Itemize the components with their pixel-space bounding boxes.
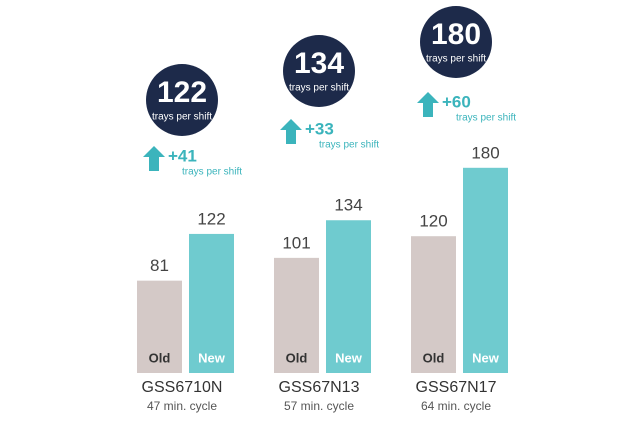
value-label: 101	[282, 233, 310, 252]
gain-unit: trays per shift	[456, 113, 516, 124]
badge-unit: trays per shift	[152, 112, 212, 123]
badge-unit: trays per shift	[426, 54, 486, 65]
category-subtitle: 64 min. cycle	[421, 399, 491, 413]
bar	[189, 233, 234, 373]
badge	[283, 35, 355, 107]
value-label: 120	[419, 212, 447, 231]
bar	[463, 167, 508, 373]
bar	[137, 280, 182, 373]
bar	[411, 236, 456, 373]
bar	[326, 220, 371, 373]
gain-unit: trays per shift	[182, 167, 242, 178]
bar-series-label: Old	[286, 350, 308, 365]
bar-series-label: New	[198, 350, 226, 365]
category-subtitle: 57 min. cycle	[284, 399, 354, 413]
category-subtitle: 47 min. cycle	[147, 399, 217, 413]
gain-arrow	[280, 119, 302, 144]
badge-value: 180	[431, 18, 481, 51]
category-label: GSS67N17	[416, 379, 497, 396]
badge-value: 134	[294, 47, 344, 80]
gain-value: +60	[442, 92, 471, 111]
bar-series-label: New	[335, 350, 363, 365]
value-label: 180	[471, 143, 499, 162]
badge-unit: trays per shift	[289, 83, 349, 94]
value-label: 134	[334, 196, 362, 215]
bar-series-label: New	[472, 350, 500, 365]
badge-value: 122	[157, 76, 207, 109]
value-label: 81	[150, 256, 169, 275]
category-label: GSS6710N	[142, 379, 223, 396]
gain-value: +41	[168, 146, 197, 165]
gain-arrow	[417, 92, 439, 117]
gain-unit: trays per shift	[319, 140, 379, 151]
bar	[274, 257, 319, 373]
category-label: GSS67N13	[279, 379, 360, 396]
value-label: 122	[197, 209, 225, 228]
badge	[146, 64, 218, 136]
gain-value: +33	[305, 119, 334, 138]
badge	[420, 6, 492, 78]
gain-arrow	[143, 146, 165, 171]
bar-series-label: Old	[149, 350, 171, 365]
bar-series-label: Old	[423, 350, 445, 365]
